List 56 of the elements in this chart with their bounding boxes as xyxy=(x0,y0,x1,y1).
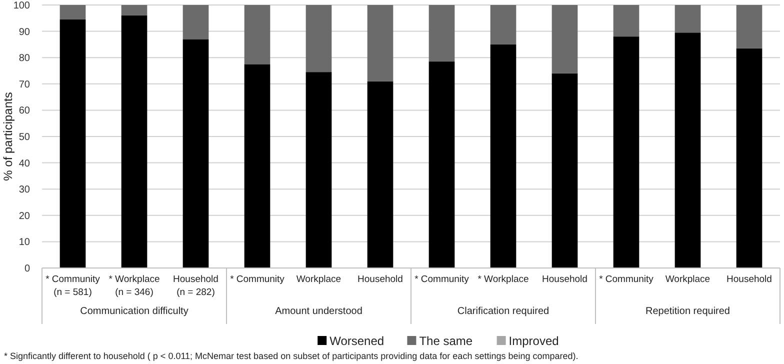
text: Communication difficulty xyxy=(80,306,188,317)
text: Amount understood xyxy=(275,306,362,317)
y-tick-label: 30 xyxy=(18,184,30,196)
x-tick-label: Household xyxy=(726,274,772,285)
x-tick-label: * Workplace xyxy=(478,274,529,285)
text: Clarification required xyxy=(457,306,550,317)
x-tick-label: Household xyxy=(358,274,403,285)
x-tick-label: Household xyxy=(542,274,588,285)
bar xyxy=(60,19,86,268)
y-tick-label: 40 xyxy=(18,158,30,170)
x-tick-label: * Workplace (n = 346) xyxy=(108,274,160,298)
bar xyxy=(121,16,148,268)
y-tick-label: 70 xyxy=(18,79,30,90)
bar xyxy=(674,5,701,33)
y-tick-label: 20 xyxy=(18,210,30,222)
y-tick-label: 60 xyxy=(18,106,30,117)
bar xyxy=(490,5,516,44)
y-tick-label: 10 xyxy=(18,237,30,248)
bar xyxy=(182,5,209,40)
bar xyxy=(674,32,701,268)
legend-label: The same xyxy=(419,334,473,348)
x-tick-label: * Community (n = 581) xyxy=(46,274,100,298)
bar xyxy=(736,48,762,268)
bar xyxy=(60,5,86,20)
text: * Signficantly different to household ( p < 0.011; McNemar test based on subset of participants providing data for each settings being compared). xyxy=(4,351,578,361)
bar xyxy=(613,36,640,268)
bar xyxy=(490,44,516,268)
legend-label: Improved xyxy=(508,334,559,348)
bar xyxy=(306,72,332,268)
bar xyxy=(613,5,640,37)
x-tick-label: * Community xyxy=(599,274,654,285)
x-tick-label: * Community xyxy=(414,274,470,285)
bar xyxy=(367,81,394,268)
bar xyxy=(244,5,270,64)
bar xyxy=(736,5,762,48)
bar xyxy=(428,62,455,268)
y-axis-title: % of participants xyxy=(1,92,15,181)
y-tick-label: 100 xyxy=(13,0,30,12)
y-tick-label: 80 xyxy=(18,53,30,64)
text: Repetition required xyxy=(646,306,730,317)
bar xyxy=(552,73,578,268)
bar xyxy=(552,5,578,74)
legend-label: Worsened xyxy=(330,334,384,348)
x-tick-label: * Community xyxy=(230,274,285,285)
y-tick-label: 0 xyxy=(24,264,30,274)
bar xyxy=(182,39,209,268)
bar xyxy=(121,5,148,16)
bar xyxy=(306,5,332,72)
y-tick-label: 50 xyxy=(18,132,30,143)
bar xyxy=(428,5,455,62)
y-tick-label: 90 xyxy=(18,26,30,38)
bar xyxy=(367,5,394,82)
bar xyxy=(244,64,270,268)
x-tick-label: Workplace xyxy=(296,274,342,285)
x-tick-label: Household (n = 282) xyxy=(173,274,218,298)
x-tick-label: Workplace xyxy=(665,274,710,285)
